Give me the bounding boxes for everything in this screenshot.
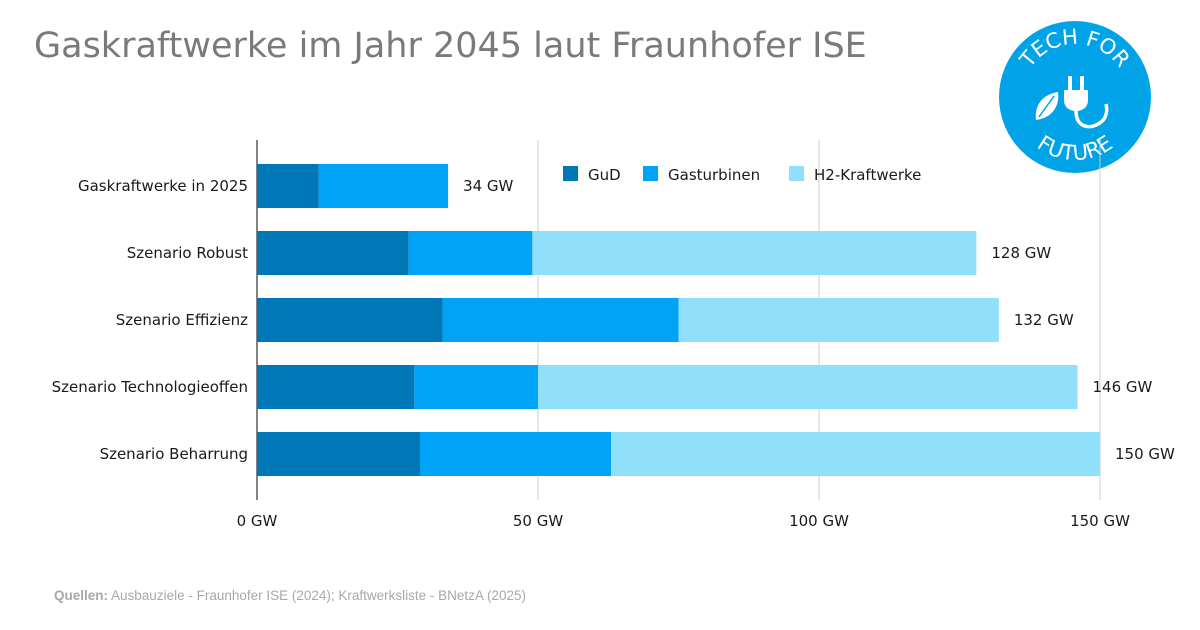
bar-segment [611,432,1100,476]
data-label: 132 GW [1014,311,1074,329]
bar-segment [257,365,415,409]
legend-swatch [643,166,658,181]
legend-label: Gasturbinen [668,166,760,184]
bar-segment [678,298,999,342]
bar-chart: 0 GW 50 GW 100 GW 150 GW Gaskraftwerke in 20… [52,140,1175,530]
x-tick-label: 50 GW [513,512,563,530]
category-label: Szenario Technologieoffen [52,378,248,396]
bar-segment [442,298,679,342]
plug-leaf-icon [1035,76,1109,129]
bar-segment [257,298,443,342]
data-label: 146 GW [1093,378,1153,396]
legend: GuD Gasturbinen H2-Kraftwerke [563,166,921,184]
bar-segment [538,365,1078,409]
x-tick-label: 0 GW [237,512,278,530]
source-label: Quellen: [54,588,109,603]
bar-segment [257,231,409,275]
legend-label: H2-Kraftwerke [814,166,921,184]
data-label: 150 GW [1115,445,1175,463]
bar-segment [257,432,420,476]
data-label: 34 GW [463,177,513,195]
tech-for-future-logo: TECH FOR FUTURE [999,21,1151,173]
bar-segment [318,164,449,208]
bar-segment [414,365,538,409]
x-tick-label: 100 GW [789,512,849,530]
x-tick-label: 150 GW [1070,512,1130,530]
category-label: Szenario Beharrung [100,445,248,463]
data-label: 128 GW [991,244,1051,262]
category-label: Gaskraftwerke in 2025 [78,177,248,195]
bar-segment [408,231,533,275]
bar-segment [257,164,319,208]
labels: 0 GW 50 GW 100 GW 150 GW Gaskraftwerke in 20… [52,177,1175,530]
legend-swatch [789,166,804,181]
source-text: Ausbauziele - Fraunhofer ISE (2024); Kra… [111,588,526,603]
bar-segment [532,231,977,275]
legend-swatch [563,166,578,181]
category-label: Szenario Effizienz [116,311,248,329]
source-note: Quellen: Ausbauziele - Fraunhofer ISE (2… [54,588,526,603]
chart-title: Gaskraftwerke im Jahr 2045 laut Fraunhof… [34,26,867,66]
bars [257,164,1100,476]
bar-segment [419,432,612,476]
legend-label: GuD [588,166,621,184]
category-label: Szenario Robust [127,244,248,262]
